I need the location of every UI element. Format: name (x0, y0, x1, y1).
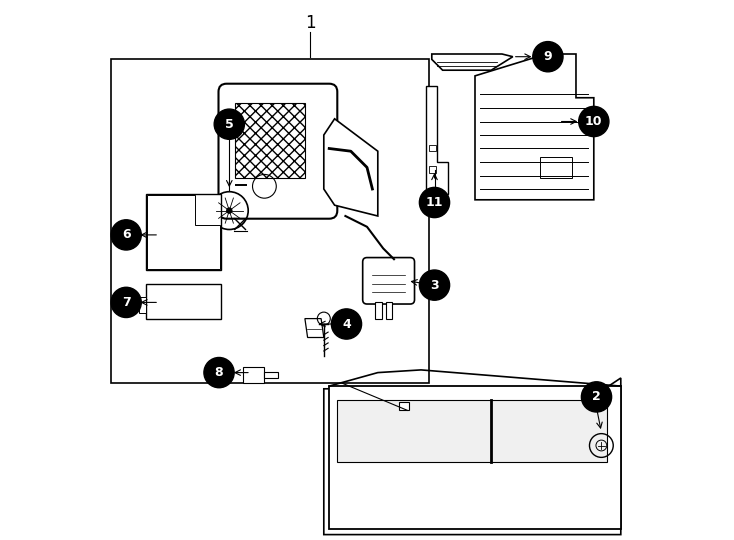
Text: 8: 8 (215, 366, 223, 379)
Circle shape (111, 287, 141, 318)
Circle shape (226, 207, 233, 214)
Text: 9: 9 (544, 50, 552, 63)
Bar (399, 402, 409, 410)
Circle shape (533, 42, 563, 72)
Polygon shape (324, 119, 378, 216)
Polygon shape (475, 54, 594, 200)
Text: 5: 5 (225, 118, 233, 131)
Polygon shape (426, 86, 448, 194)
Bar (243, 367, 264, 383)
Text: 11: 11 (426, 196, 443, 209)
Text: 7: 7 (122, 296, 131, 309)
FancyArrowPatch shape (331, 153, 365, 187)
Polygon shape (145, 194, 221, 270)
Bar (375, 302, 382, 319)
Circle shape (419, 187, 450, 218)
Circle shape (578, 106, 609, 137)
Text: 1: 1 (305, 14, 316, 32)
Circle shape (331, 309, 362, 339)
Bar (264, 372, 278, 378)
Bar (235, 103, 305, 178)
Text: 2: 2 (592, 390, 601, 403)
Circle shape (204, 357, 234, 388)
Bar (330, 386, 621, 529)
Bar (386, 302, 393, 319)
Circle shape (419, 270, 450, 300)
Polygon shape (432, 54, 513, 70)
Text: 3: 3 (430, 279, 439, 292)
Text: 6: 6 (122, 228, 131, 241)
Bar (145, 284, 221, 319)
Circle shape (111, 220, 141, 250)
Polygon shape (147, 195, 220, 269)
FancyArrowPatch shape (331, 153, 365, 187)
Text: 10: 10 (585, 115, 603, 128)
Bar (338, 400, 607, 462)
Bar (429, 145, 435, 151)
Polygon shape (305, 319, 324, 338)
Circle shape (214, 109, 244, 139)
Text: 4: 4 (342, 318, 351, 330)
Circle shape (581, 382, 611, 412)
Bar (111, 59, 429, 383)
Bar (429, 166, 435, 173)
Bar (139, 297, 145, 313)
Polygon shape (324, 378, 621, 535)
Bar (539, 157, 573, 178)
